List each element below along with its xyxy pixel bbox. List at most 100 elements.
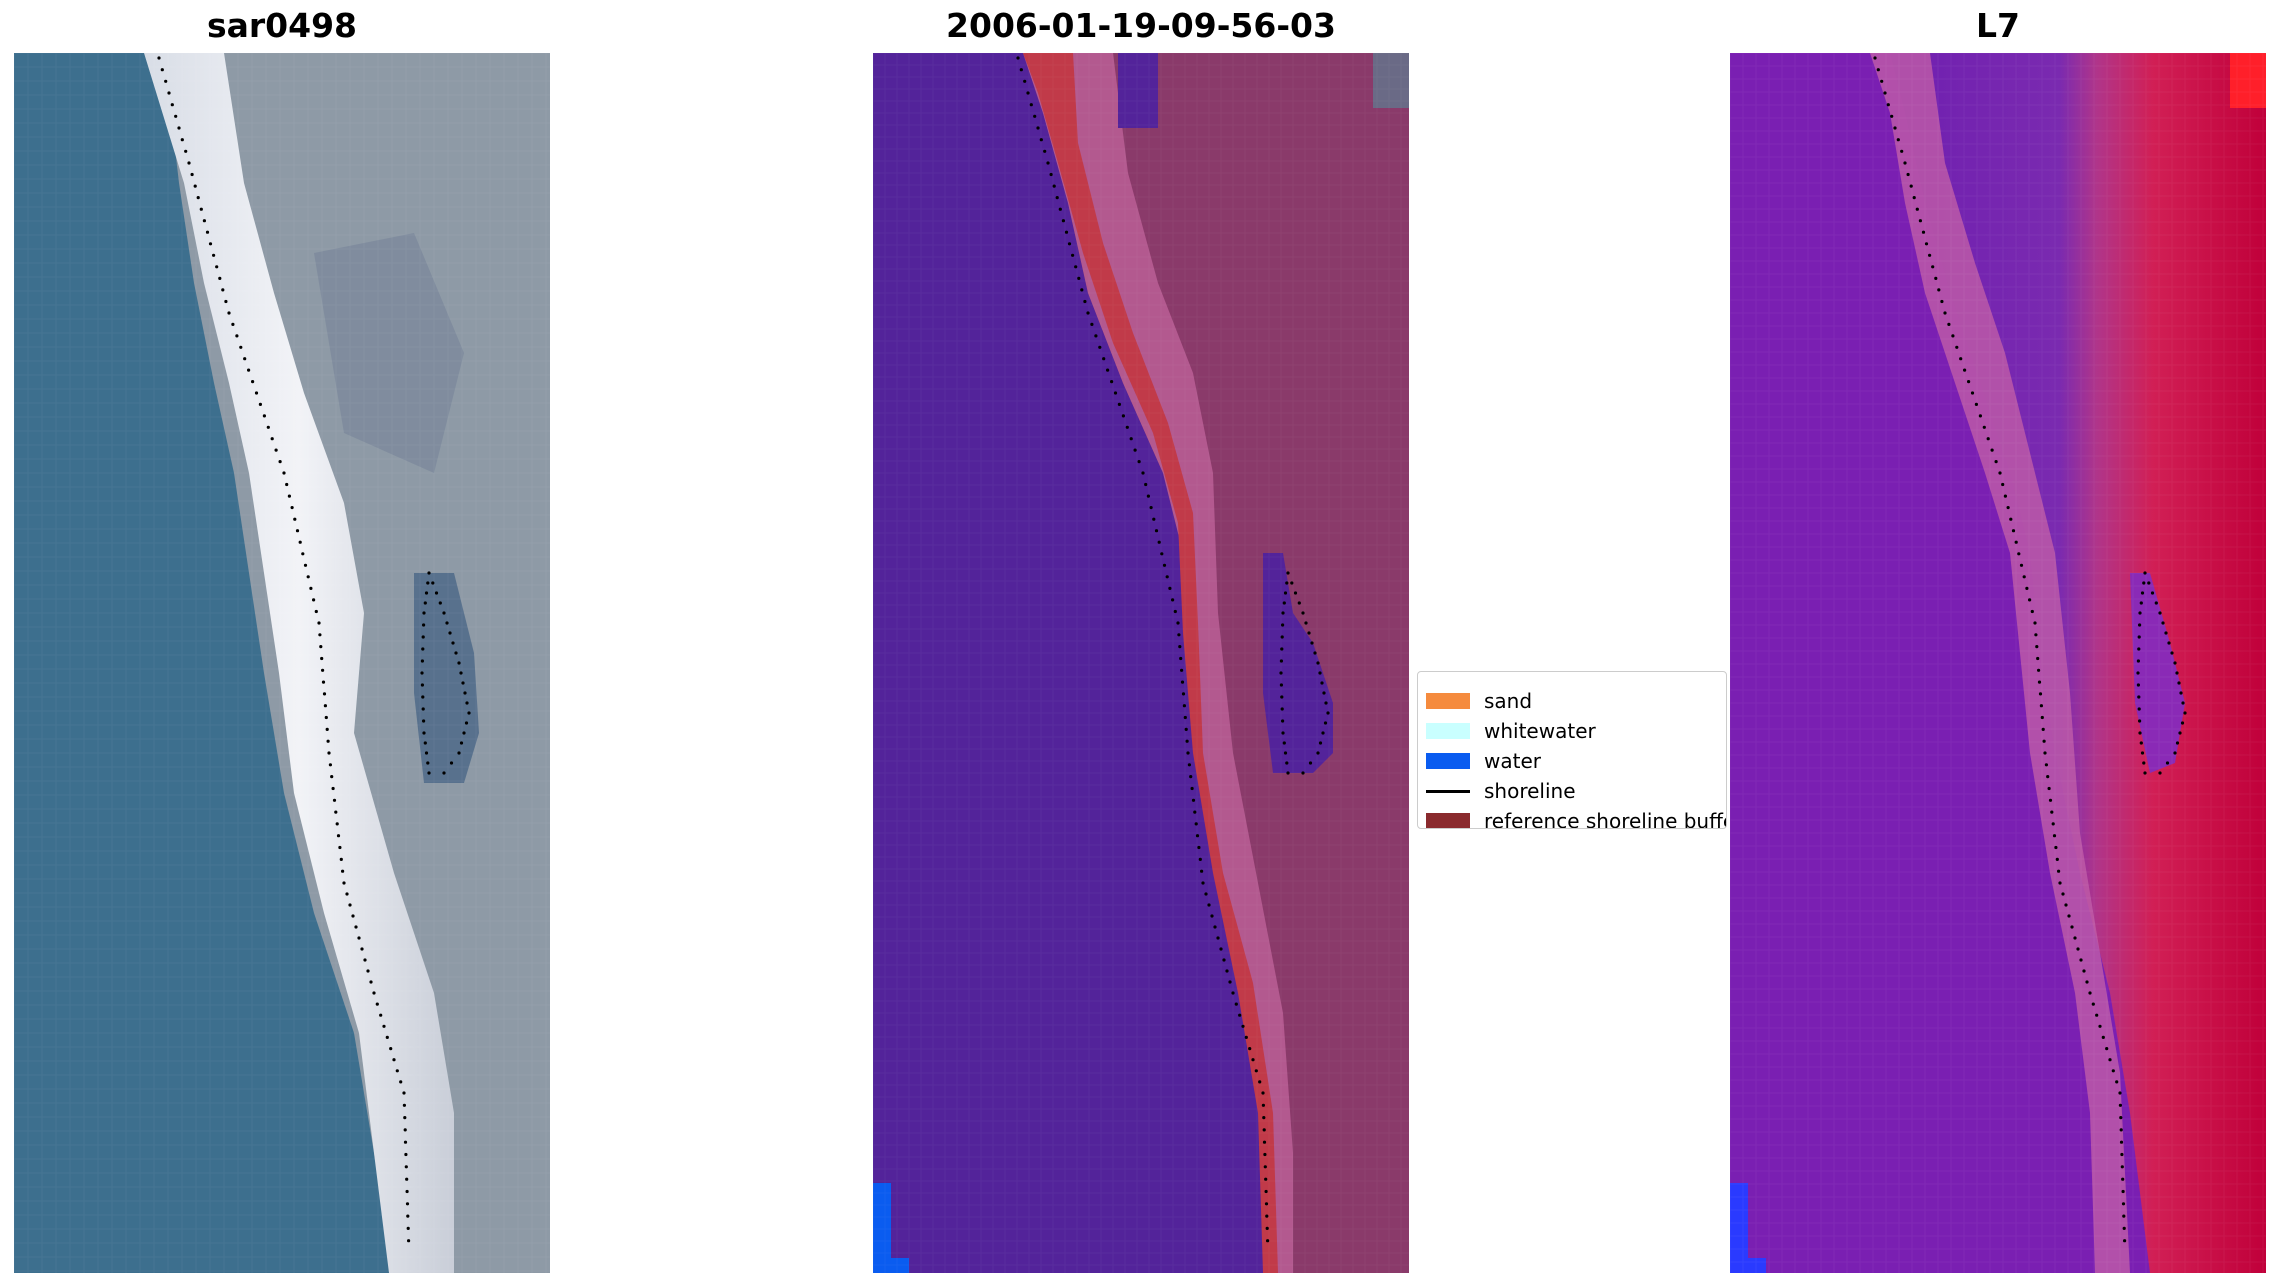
shoreline-dot — [1293, 591, 1298, 595]
shoreline-dot — [399, 1080, 403, 1084]
shoreline-dot — [1931, 265, 1935, 269]
shoreline-dot — [1266, 1239, 1270, 1243]
shoreline-dot — [328, 763, 332, 767]
shoreline-dot — [251, 380, 255, 384]
shoreline-dot — [1286, 571, 1290, 575]
shoreline-dot — [1248, 1047, 1252, 1051]
shoreline-dot — [295, 529, 300, 533]
shoreline-dot — [424, 591, 429, 595]
shoreline-dot — [1262, 1128, 1266, 1132]
panel-title-rgb: sar0498 — [206, 6, 358, 45]
shoreline-dot — [1106, 368, 1110, 372]
shoreline-dot — [442, 611, 446, 615]
shoreline-dot — [2142, 761, 2146, 765]
shoreline-dot — [1080, 288, 1084, 292]
shoreline-dot — [1873, 56, 1877, 60]
shoreline-dot — [345, 892, 349, 896]
shoreline-dot — [303, 563, 308, 567]
shoreline-dot — [431, 581, 435, 585]
shoreline-dot — [1262, 1140, 1267, 1144]
shoreline-dot — [1994, 460, 1998, 464]
shoreline-dot — [2137, 707, 2141, 711]
shoreline-dot — [1918, 219, 1922, 223]
shoreline-dot — [2175, 741, 2180, 745]
shoreline-dot — [1970, 391, 1975, 395]
reference-buffer-swatch — [1426, 813, 1470, 828]
shoreline-dot — [1986, 437, 1990, 441]
shoreline-dot — [1152, 517, 1156, 521]
shoreline-dot — [1102, 357, 1106, 361]
shoreline-dot — [1978, 414, 1982, 418]
shoreline-dot — [1886, 103, 1890, 107]
shoreline-dot — [457, 661, 461, 665]
shoreline-dot — [348, 903, 352, 907]
shoreline-dot — [301, 552, 305, 556]
shoreline-dot — [1282, 741, 1286, 745]
shoreline-dot — [427, 771, 431, 775]
shoreline-dot — [357, 936, 361, 940]
shoreline-dot — [1263, 1152, 1267, 1157]
shoreline-dot — [1194, 822, 1198, 826]
shoreline-dot — [403, 1128, 407, 1132]
shoreline-dot — [342, 881, 346, 885]
shoreline-dot — [1023, 79, 1027, 83]
shoreline-dot — [1261, 1103, 1265, 1107]
index-panel — [1730, 53, 2266, 1273]
shoreline-dot — [2014, 540, 2018, 544]
shoreline-dot — [174, 114, 178, 118]
shoreline-dot — [2143, 571, 2147, 575]
shoreline-dot — [1191, 798, 1196, 802]
shoreline-dot — [196, 196, 200, 200]
shoreline-dot — [2067, 914, 2071, 918]
shoreline-dot — [1193, 810, 1197, 814]
shoreline-dot — [1264, 1202, 1269, 1206]
shoreline-dot — [1880, 79, 1884, 83]
shoreline-dot — [422, 623, 426, 627]
shoreline-dot — [1318, 741, 1323, 745]
shoreline-dot — [1210, 914, 1214, 918]
shoreline-dot — [2164, 631, 2168, 635]
shoreline-dot — [221, 288, 225, 292]
shoreline-dot — [1982, 425, 1986, 429]
shoreline-dot — [164, 79, 168, 83]
shoreline-dot — [2119, 1140, 2124, 1144]
shoreline-dot — [2037, 668, 2041, 672]
shoreline-dot — [2123, 1239, 2127, 1243]
shoreline-dot — [424, 751, 429, 755]
shoreline-dot — [1281, 623, 1285, 627]
shoreline-dot — [426, 761, 430, 765]
shoreline-dot — [336, 834, 341, 838]
shoreline-dot — [2173, 661, 2177, 665]
shoreline-dot — [1016, 56, 1020, 60]
shoreline-dot — [395, 1069, 399, 1073]
shoreline-dot — [247, 368, 251, 372]
shoreline-dot — [1029, 103, 1033, 107]
shoreline-dot — [1183, 715, 1187, 720]
shoreline-dot — [1280, 647, 1284, 651]
shoreline-dot — [2041, 727, 2045, 732]
shoreline-dot — [1307, 631, 1311, 635]
legend-label-water: water — [1484, 749, 1541, 773]
shoreline-dot — [465, 701, 469, 705]
shoreline-dot — [2139, 741, 2143, 745]
shoreline-dot — [2119, 1116, 2123, 1120]
shoreline-dot — [1177, 633, 1181, 637]
shoreline-dot — [464, 721, 469, 725]
shoreline-line-swatch — [1426, 789, 1470, 793]
shoreline-dot — [1890, 114, 1894, 118]
shoreline-dot — [1279, 671, 1283, 675]
shoreline-dot — [2175, 671, 2179, 675]
shoreline-dot — [1281, 611, 1285, 615]
shoreline-dot — [184, 149, 188, 153]
shoreline-dot — [1967, 380, 1971, 384]
shoreline-dot — [278, 460, 282, 464]
shoreline-dot — [2037, 680, 2042, 684]
shoreline-dot — [1198, 857, 1202, 862]
shoreline-dot — [382, 1024, 386, 1028]
shoreline-dot — [1168, 586, 1172, 591]
shoreline-dot — [254, 391, 259, 395]
shoreline-dot — [1052, 184, 1056, 188]
shoreline-dot — [2098, 1024, 2102, 1028]
shoreline-dot — [379, 1013, 383, 1017]
shoreline-dot — [1974, 402, 1978, 406]
